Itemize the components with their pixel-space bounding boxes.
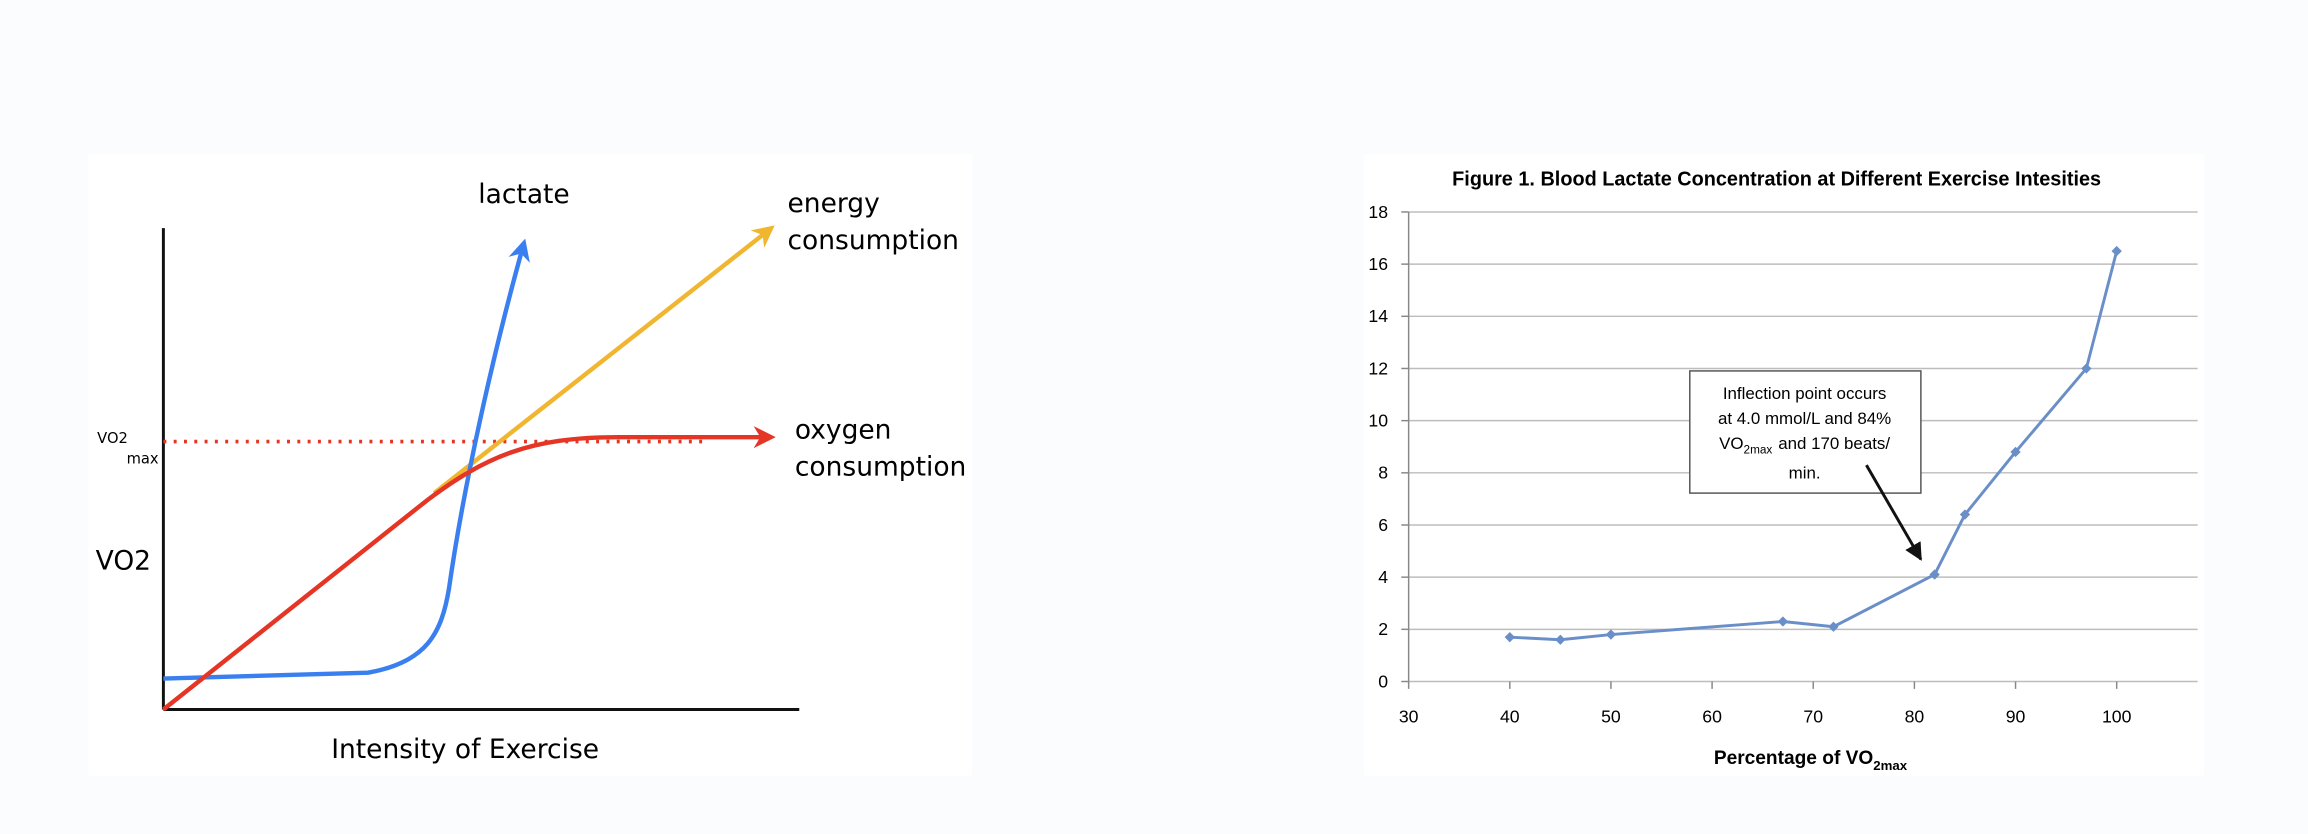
data-point: [1929, 569, 1940, 580]
data-point: [1504, 632, 1515, 643]
y-tick-label: 14: [1368, 306, 1388, 326]
energy-label: consumption: [787, 225, 958, 256]
annotation-box: [1689, 370, 1922, 494]
y-tick-label: 10: [1368, 411, 1388, 431]
annotation-text: VO2max and 170 beats/: [1719, 434, 1890, 456]
diagram: lactate energy consumption oxygen consum…: [88, 154, 972, 776]
oxygen-curve: [162, 426, 776, 712]
data-point: [2081, 363, 2092, 374]
data-point: [1828, 621, 1839, 632]
y-tick-label: 12: [1368, 358, 1388, 378]
data-point: [2111, 245, 2122, 257]
x-tick-label: 80: [1905, 707, 1925, 727]
annotation-arrow: [1865, 464, 1923, 561]
vo2max-label: VO2: [97, 430, 128, 447]
chart: Figure 1. Blood Lactate Concentration at…: [1364, 154, 2204, 776]
x-tick-label: 70: [1803, 707, 1823, 727]
data-point: [1605, 629, 1617, 640]
lactate-label: lactate: [478, 179, 569, 210]
lactate-curve: [163, 238, 530, 681]
annotation-text: at 4.0 mmol/L and 84%: [1718, 409, 1891, 428]
x-axis-title-main: Percentage of VO: [1714, 748, 1874, 769]
oxygen-label: oxygen: [795, 415, 892, 446]
data-point: [2010, 446, 2021, 458]
y-tick-label: 16: [1368, 254, 1388, 274]
annotation-text: and 170 beats/: [1778, 434, 1890, 453]
x-axis-title: Percentage of VO2max: [1714, 748, 1908, 773]
y-tick-label: 0: [1378, 671, 1388, 691]
data-line: [1509, 250, 2119, 642]
annotation: Inflection point occurs at 4.0 mmol/L an…: [1718, 384, 1891, 482]
x-tick-label: 60: [1702, 707, 1722, 727]
x-tick-label: 50: [1601, 707, 1621, 727]
x-tick-label: 40: [1500, 707, 1520, 727]
y-tick-label: 8: [1378, 463, 1388, 483]
x-tick-label: 30: [1399, 707, 1419, 727]
data-point: [1777, 616, 1789, 627]
annotation-text: VO: [1719, 434, 1743, 453]
grid: 0 2 4 6 8 10 12 14 16 18 30 40 50 60 70 80 90 100: [1368, 202, 2198, 727]
data-point: [1959, 509, 1971, 520]
annotation-subscript: 2max: [1744, 443, 1773, 456]
y-tick-label: 6: [1378, 515, 1388, 535]
diagram-panel: [88, 154, 972, 776]
vo2max-subscript: max: [127, 451, 159, 468]
y-tick-label: 4: [1378, 567, 1388, 587]
oxygen-label: consumption: [795, 451, 966, 482]
x-axis-title-subscript: 2max: [1873, 758, 1907, 773]
plot: [1504, 245, 2122, 645]
x-axis-label: Intensity of Exercise: [331, 734, 599, 765]
y-tick-label: 18: [1368, 202, 1388, 222]
x-tick-label: 90: [2006, 707, 2026, 727]
chart-title: Figure 1. Blood Lactate Concentration at…: [1452, 168, 2101, 190]
energy-curve: [432, 225, 775, 495]
y-tick-label: 2: [1378, 619, 1388, 639]
energy-label: energy: [787, 188, 879, 219]
annotation-text: min.: [1789, 463, 1821, 482]
y-axis-label: VO2: [96, 546, 151, 577]
annotation-text: Inflection point occurs: [1723, 384, 1887, 403]
x-tick-label: 100: [2102, 707, 2132, 727]
